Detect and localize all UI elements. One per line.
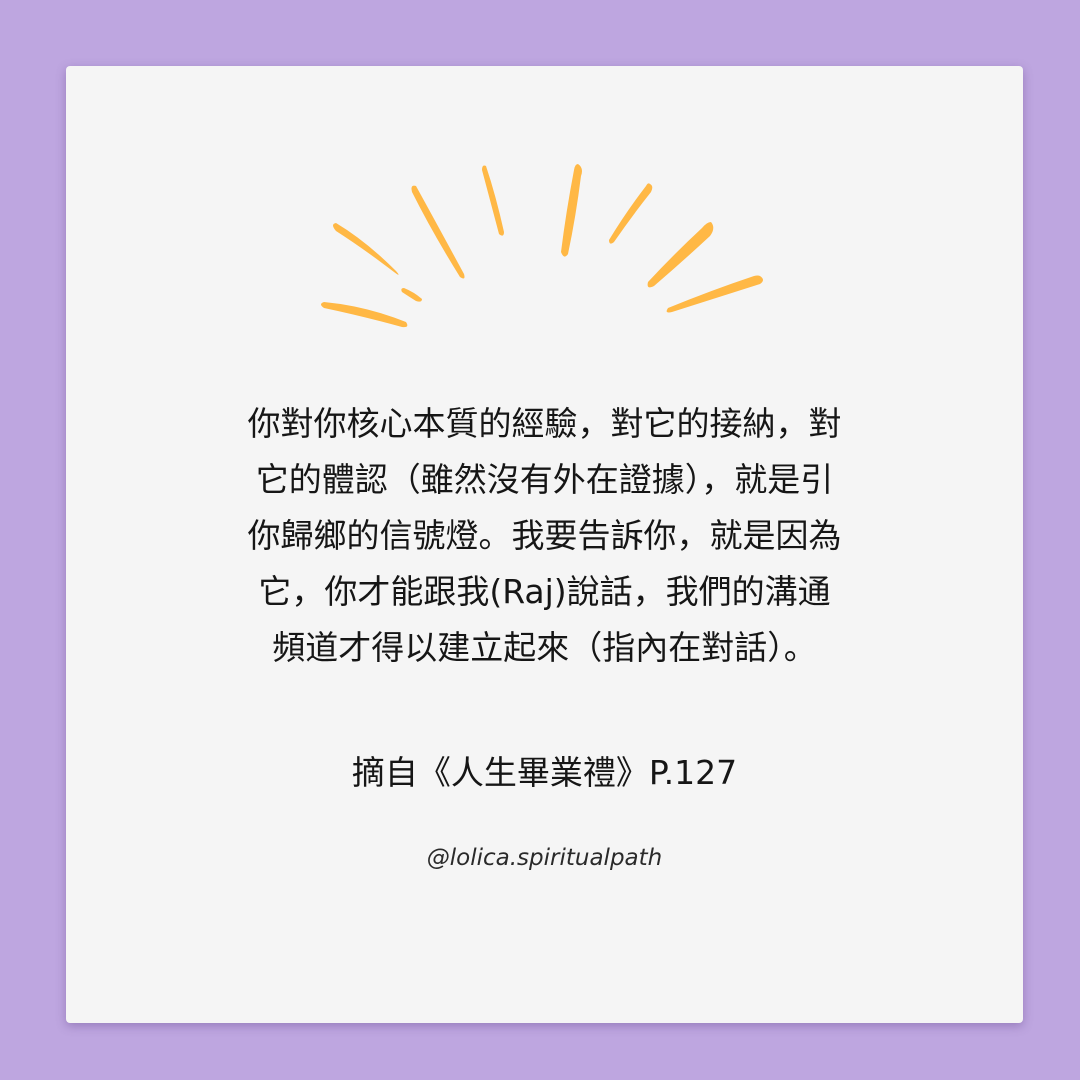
quote-card: 你對你核心本質的經驗，對它的接納，對 它的體認（雖然沒有外在證據），就是引 你歸… xyxy=(66,66,1023,1023)
quote-line: 頻道才得以建立起來（指內在對話）。 xyxy=(272,628,817,667)
quote-line: 你對你核心本質的經驗，對它的接納，對 xyxy=(247,404,842,443)
quote-line: 它，你才能跟我(Raj)說話，我們的溝通 xyxy=(258,572,831,611)
ray-4 xyxy=(401,288,422,302)
instagram-handle: @lolica.spiritualpath xyxy=(426,845,663,871)
ray-1 xyxy=(333,223,399,275)
ray-9 xyxy=(666,275,763,313)
ray-2 xyxy=(321,302,408,328)
ray-6 xyxy=(561,164,582,257)
quote-text: 你對你核心本質的經驗，對它的接納，對 它的體認（雖然沒有外在證據），就是引 你歸… xyxy=(166,396,923,676)
ray-3 xyxy=(411,185,465,279)
quote-line: 它的體認（雖然沒有外在證據），就是引 xyxy=(255,460,834,499)
ray-8 xyxy=(647,222,714,288)
sunburst-icon xyxy=(321,164,763,328)
ray-5 xyxy=(482,165,504,236)
quote-source: 摘自《人生畢業禮》P.127 xyxy=(351,753,738,792)
ray-7 xyxy=(609,183,653,244)
quote-line: 你歸鄉的信號燈。我要告訴你，就是因為 xyxy=(247,516,842,555)
